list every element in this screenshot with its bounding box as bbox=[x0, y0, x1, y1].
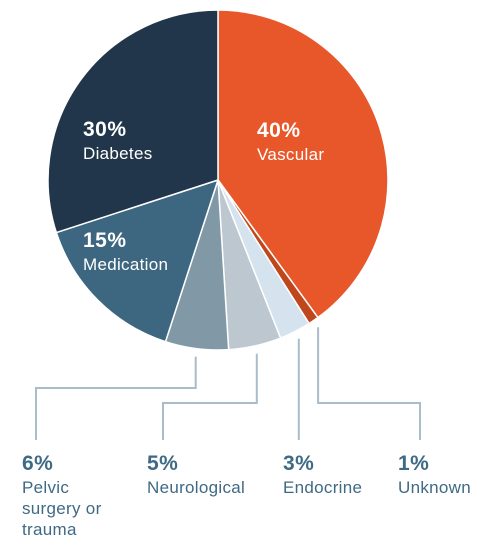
slice-label-vascular-percent: 40% bbox=[257, 119, 301, 142]
slice-label-pelvic-percent: 6% bbox=[22, 452, 53, 475]
leader-line-unknown bbox=[317, 327, 421, 440]
pie-slice-vascular bbox=[217, 9, 389, 319]
slice-label-endocrine-percent: 3% bbox=[283, 452, 314, 475]
slice-label-unknown-percent: 1% bbox=[398, 452, 429, 475]
slice-label-neurological-name: Neurological bbox=[147, 478, 245, 497]
slice-label-pelvic-name-line1: Pelvic bbox=[22, 478, 69, 497]
slice-label-diabetes-percent: 30% bbox=[83, 118, 127, 141]
slice-label-diabetes-name: Diabetes bbox=[83, 144, 153, 163]
slice-label-pelvic-name-line2: surgery or bbox=[22, 499, 102, 518]
leader-lines bbox=[35, 327, 421, 440]
slice-label-medication-name: Medication bbox=[83, 255, 168, 274]
slice-label-unknown-name: Unknown bbox=[398, 478, 471, 497]
slice-label-neurological-percent: 5% bbox=[147, 452, 178, 475]
pie-slices bbox=[47, 9, 389, 351]
slice-label-pelvic-name-line3: trauma bbox=[22, 520, 77, 539]
slice-label-medication-percent: 15% bbox=[83, 229, 127, 252]
leader-line-pelvic-surgery-or-trauma bbox=[35, 356, 197, 440]
pie-slice-medication bbox=[55, 179, 219, 343]
slice-label-vascular-name: Vascular bbox=[257, 145, 324, 164]
slice-label-endocrine-name: Endocrine bbox=[283, 478, 362, 497]
leader-line-neurological bbox=[162, 353, 258, 440]
pie-slice-diabetes bbox=[47, 9, 219, 234]
